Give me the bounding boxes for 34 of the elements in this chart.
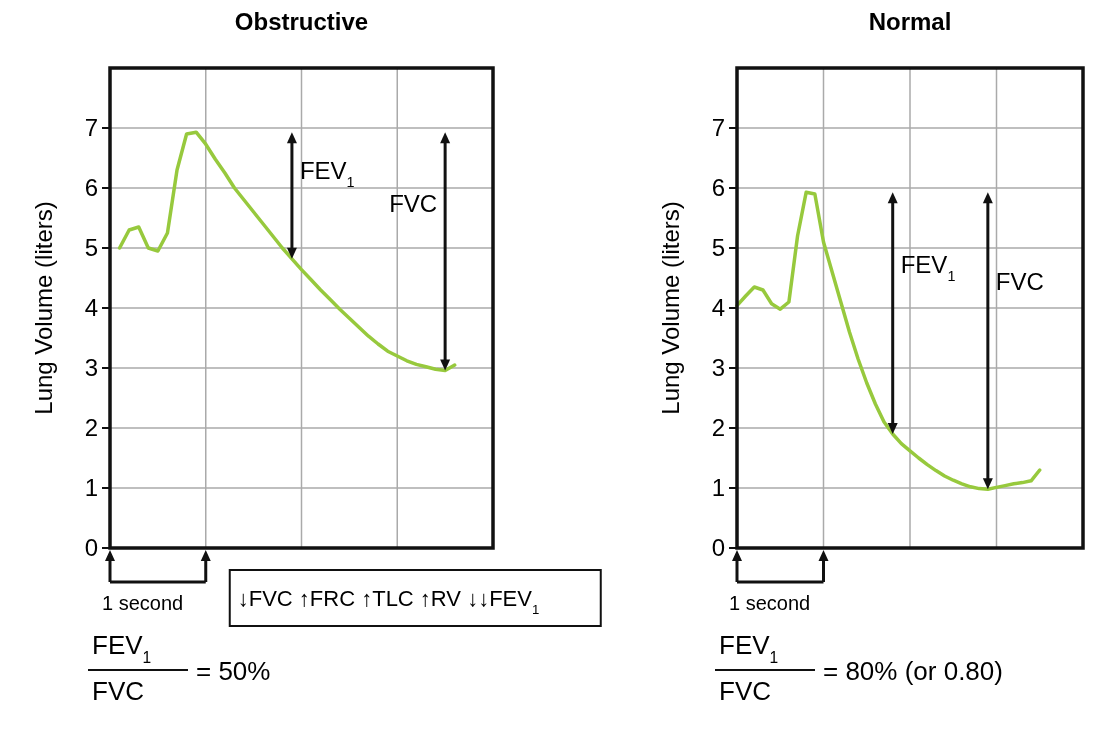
y-tick-label: 5 [84, 234, 98, 262]
text: FEV$_{1}$ [719, 630, 779, 666]
y-tick-label: 1 [711, 474, 725, 502]
y-tick-label: 6 [711, 174, 725, 202]
chart-title: Normal [868, 8, 952, 35]
annotation: FEV$_{1}$ [299, 156, 355, 190]
line-series [117, 130, 457, 373]
y-tick-label: 7 [84, 114, 98, 142]
y-tick-label: 2 [84, 414, 98, 442]
y-tick-label: 1 [84, 474, 98, 502]
y-tick-label: 4 [711, 294, 725, 322]
text: FVC [92, 676, 144, 706]
y-tick-label: 3 [711, 354, 725, 382]
y-tick-label: 0 [84, 534, 98, 562]
text: = 80% (or 0.80) [823, 656, 1003, 686]
text: 1 second [729, 592, 811, 614]
y-tick-label: 6 [84, 174, 98, 202]
y-tick-label: 5 [711, 234, 725, 262]
y-tick-label: 3 [84, 354, 98, 382]
annotation: FEV$_{1}$ [900, 251, 956, 285]
y-tick-label: 4 [84, 294, 98, 322]
y-tick-label: 7 [711, 114, 725, 142]
y-axis-title: Lung Volume (liters) [657, 201, 684, 415]
y-tick-label: 0 [711, 534, 725, 562]
annotation: FVC [389, 190, 438, 218]
y-axis-title: Lung Volume (liters) [30, 201, 57, 415]
y-tick-label: 2 [711, 414, 725, 442]
text: = 50% [196, 656, 271, 686]
text: FEV$_{1}$ [92, 630, 152, 666]
text: ↓FVC ↑FRC ↑TLC ↑RV ↓↓FEV$_{1}$ [237, 586, 540, 617]
annotation: FVC [995, 267, 1044, 295]
text: FVC [719, 676, 771, 706]
text: 1 second [102, 592, 184, 614]
chart-title: Obstructive [234, 8, 369, 35]
